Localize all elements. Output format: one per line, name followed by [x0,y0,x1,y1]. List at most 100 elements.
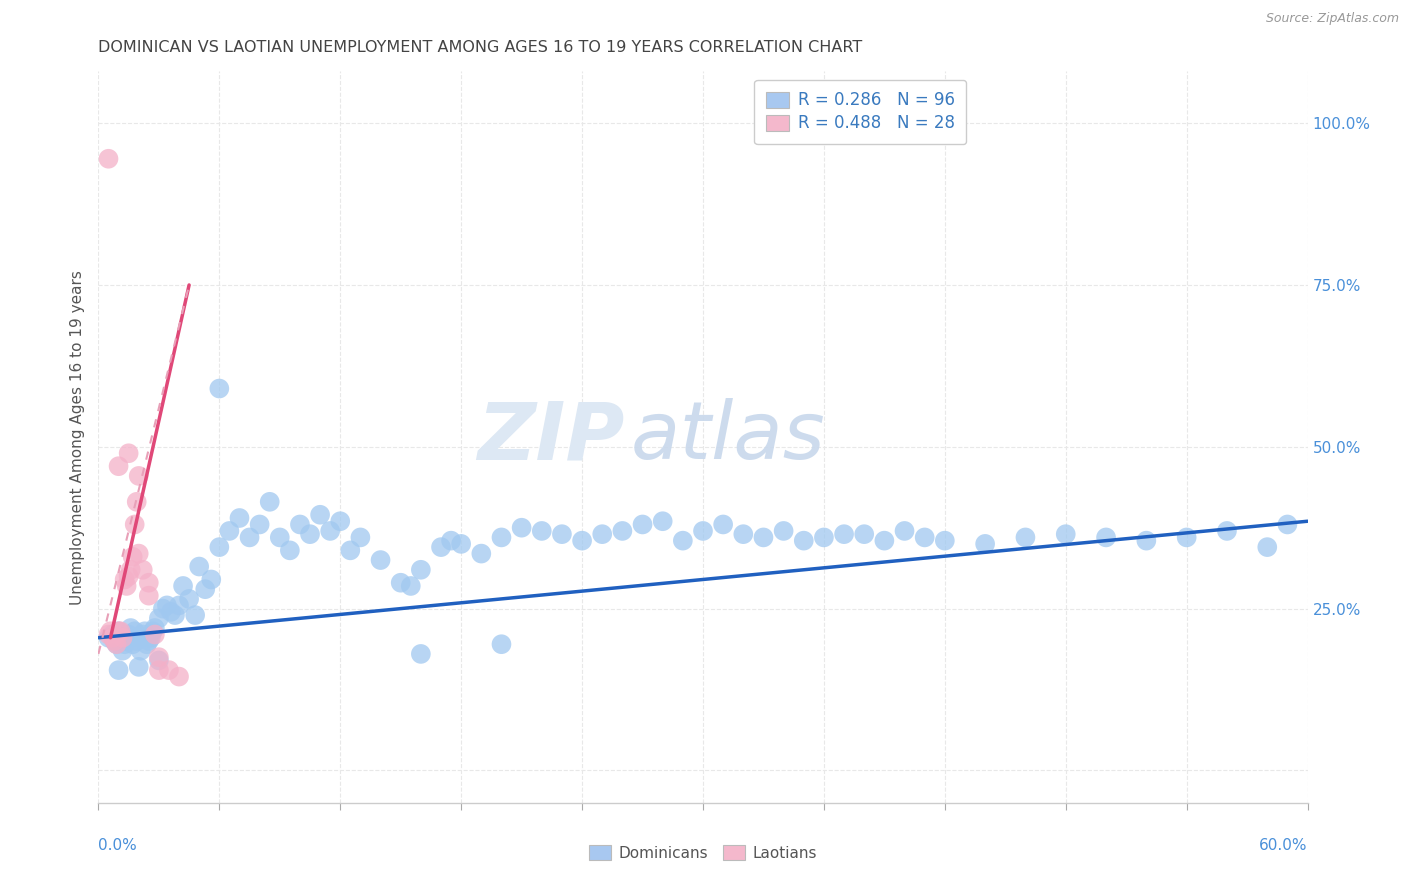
Point [309,508,332,522]
Text: DOMINICAN VS LAOTIAN UNEMPLOYMENT AMONG AGES 16 TO 19 YEARS CORRELATION CHART: DOMINICAN VS LAOTIAN UNEMPLOYMENT AMONG … [98,40,863,55]
Point [120,563,142,577]
Point [132,563,155,577]
Point [110,624,132,639]
Point [259,495,281,509]
Point [188,559,211,574]
Point [752,530,775,544]
Point [160,605,183,619]
Point [103,634,125,648]
Point [893,524,915,538]
Point [138,589,160,603]
Point [853,527,876,541]
Point [269,530,291,544]
Point [1256,540,1278,554]
Point [228,511,250,525]
Point [114,637,136,651]
Point [551,527,574,541]
Point [103,634,125,648]
Point [97,627,120,641]
Point [319,524,342,538]
Point [399,579,422,593]
Point [491,637,513,651]
Point [1054,527,1077,541]
Point [105,637,128,651]
Point [470,547,492,561]
Point [813,530,835,544]
Point [121,549,143,564]
Point [510,521,533,535]
Point [100,624,122,639]
Text: ZIP: ZIP [477,398,624,476]
Point [101,627,124,641]
Point [148,663,170,677]
Point [167,599,190,613]
Point [128,547,150,561]
Point [389,575,412,590]
Point [107,459,129,474]
Point [105,637,128,651]
Y-axis label: Unemployment Among Ages 16 to 19 years: Unemployment Among Ages 16 to 19 years [70,269,86,605]
Point [409,563,432,577]
Point [107,624,129,639]
Point [101,631,124,645]
Point [184,608,207,623]
Point [138,575,160,590]
Point [111,643,134,657]
Point [128,631,150,645]
Text: 60.0%: 60.0% [1260,838,1308,854]
Point [491,530,513,544]
Legend: Dominicans, Laotians: Dominicans, Laotians [582,838,824,868]
Point [125,495,148,509]
Point [218,524,240,538]
Point [118,627,141,641]
Point [974,537,997,551]
Point [118,446,141,460]
Point [793,533,815,548]
Point [148,611,170,625]
Point [148,650,170,665]
Point [124,624,146,639]
Point [1277,517,1299,532]
Point [288,517,311,532]
Point [139,631,162,645]
Point [339,543,361,558]
Point [1014,530,1036,544]
Point [114,573,136,587]
Point [167,669,190,683]
Point [135,637,157,651]
Text: Source: ZipAtlas.com: Source: ZipAtlas.com [1265,12,1399,25]
Point [430,540,453,554]
Point [1216,524,1239,538]
Point [370,553,392,567]
Point [299,527,322,541]
Point [249,517,271,532]
Point [208,382,231,396]
Point [200,573,222,587]
Point [143,627,166,641]
Point [121,637,143,651]
Point [612,524,634,538]
Point [125,634,148,648]
Point [97,631,120,645]
Point [208,540,231,554]
Point [1135,533,1157,548]
Point [120,621,142,635]
Point [692,524,714,538]
Point [138,634,160,648]
Point [110,631,132,645]
Point [179,591,201,606]
Point [733,527,755,541]
Point [440,533,463,548]
Point [934,533,956,548]
Point [118,569,141,583]
Point [329,514,352,528]
Point [672,533,695,548]
Point [134,624,156,639]
Point [873,533,896,548]
Point [651,514,673,528]
Point [115,634,138,648]
Point [278,543,301,558]
Point [571,533,593,548]
Point [107,663,129,677]
Point [591,527,613,541]
